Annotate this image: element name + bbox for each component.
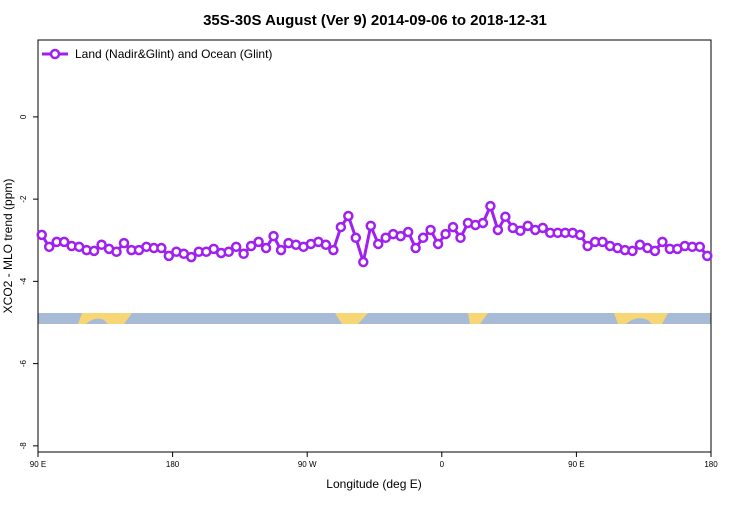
point: [230, 241, 242, 253]
point: [657, 236, 668, 248]
point: [208, 243, 219, 255]
point: [88, 245, 100, 257]
point: [515, 225, 526, 237]
point: [432, 238, 444, 250]
point: [597, 236, 608, 248]
point: [410, 242, 421, 254]
point: [96, 239, 107, 251]
point: [328, 244, 339, 256]
point: [492, 224, 504, 236]
point: [268, 230, 279, 242]
point: [447, 221, 459, 233]
point: [365, 220, 377, 232]
point: [372, 238, 384, 250]
point: [111, 246, 122, 258]
point: [522, 220, 534, 232]
y-tick-label: -2: [19, 195, 28, 203]
y-tick-label: 0: [19, 114, 28, 119]
x-tick-label: 180: [166, 460, 180, 469]
legend-marker: [49, 48, 61, 60]
legend: Land (Nadir&Glint) and Ocean (Glint): [42, 47, 272, 61]
x-tick-label: 0: [440, 460, 445, 469]
point: [477, 217, 489, 229]
point: [253, 236, 264, 248]
map-strip: [38, 313, 711, 324]
point: [649, 245, 661, 257]
chart-title: 35S-30S August (Ver 9) 2014-09-06 to 201…: [203, 12, 547, 29]
point: [395, 230, 406, 242]
plot-frame: [37, 39, 712, 453]
point: [335, 221, 347, 233]
y-tick-label: -4: [19, 277, 28, 285]
point: [43, 241, 55, 253]
point: [537, 222, 548, 234]
point: [402, 226, 414, 238]
y-tick-label: -6: [19, 359, 28, 367]
point: [260, 242, 272, 254]
point: [245, 240, 257, 252]
point: [186, 251, 197, 263]
x-tick-label: 90 W: [298, 460, 317, 469]
point: [627, 245, 638, 257]
point: [455, 232, 466, 244]
point: [163, 250, 175, 262]
point: [118, 237, 130, 249]
x-tick-label: 180: [704, 460, 718, 469]
x-tick-label: 90 E: [568, 460, 584, 469]
point: [36, 229, 47, 241]
point: [582, 240, 593, 252]
point: [350, 232, 362, 244]
point: [440, 228, 451, 240]
point: [702, 250, 713, 262]
y-axis-label: XCO2 - MLO trend (ppm): [1, 179, 15, 314]
point: [320, 239, 332, 251]
point: [223, 246, 234, 258]
point: [500, 211, 511, 223]
point: [425, 224, 436, 236]
point: [58, 236, 70, 248]
point: [485, 200, 496, 212]
point: [358, 256, 369, 268]
point: [343, 210, 354, 222]
legend-label: Land (Nadir&Glint) and Ocean (Glint): [75, 47, 272, 61]
point: [238, 248, 249, 260]
point: [275, 244, 287, 256]
point: [417, 232, 429, 244]
point: [694, 241, 706, 253]
y-tick-label: -8: [19, 442, 28, 450]
x-tick-label: 90 E: [30, 460, 46, 469]
point: [156, 242, 167, 254]
x-axis-label: Longitude (deg E): [326, 477, 421, 491]
point: [574, 229, 586, 241]
